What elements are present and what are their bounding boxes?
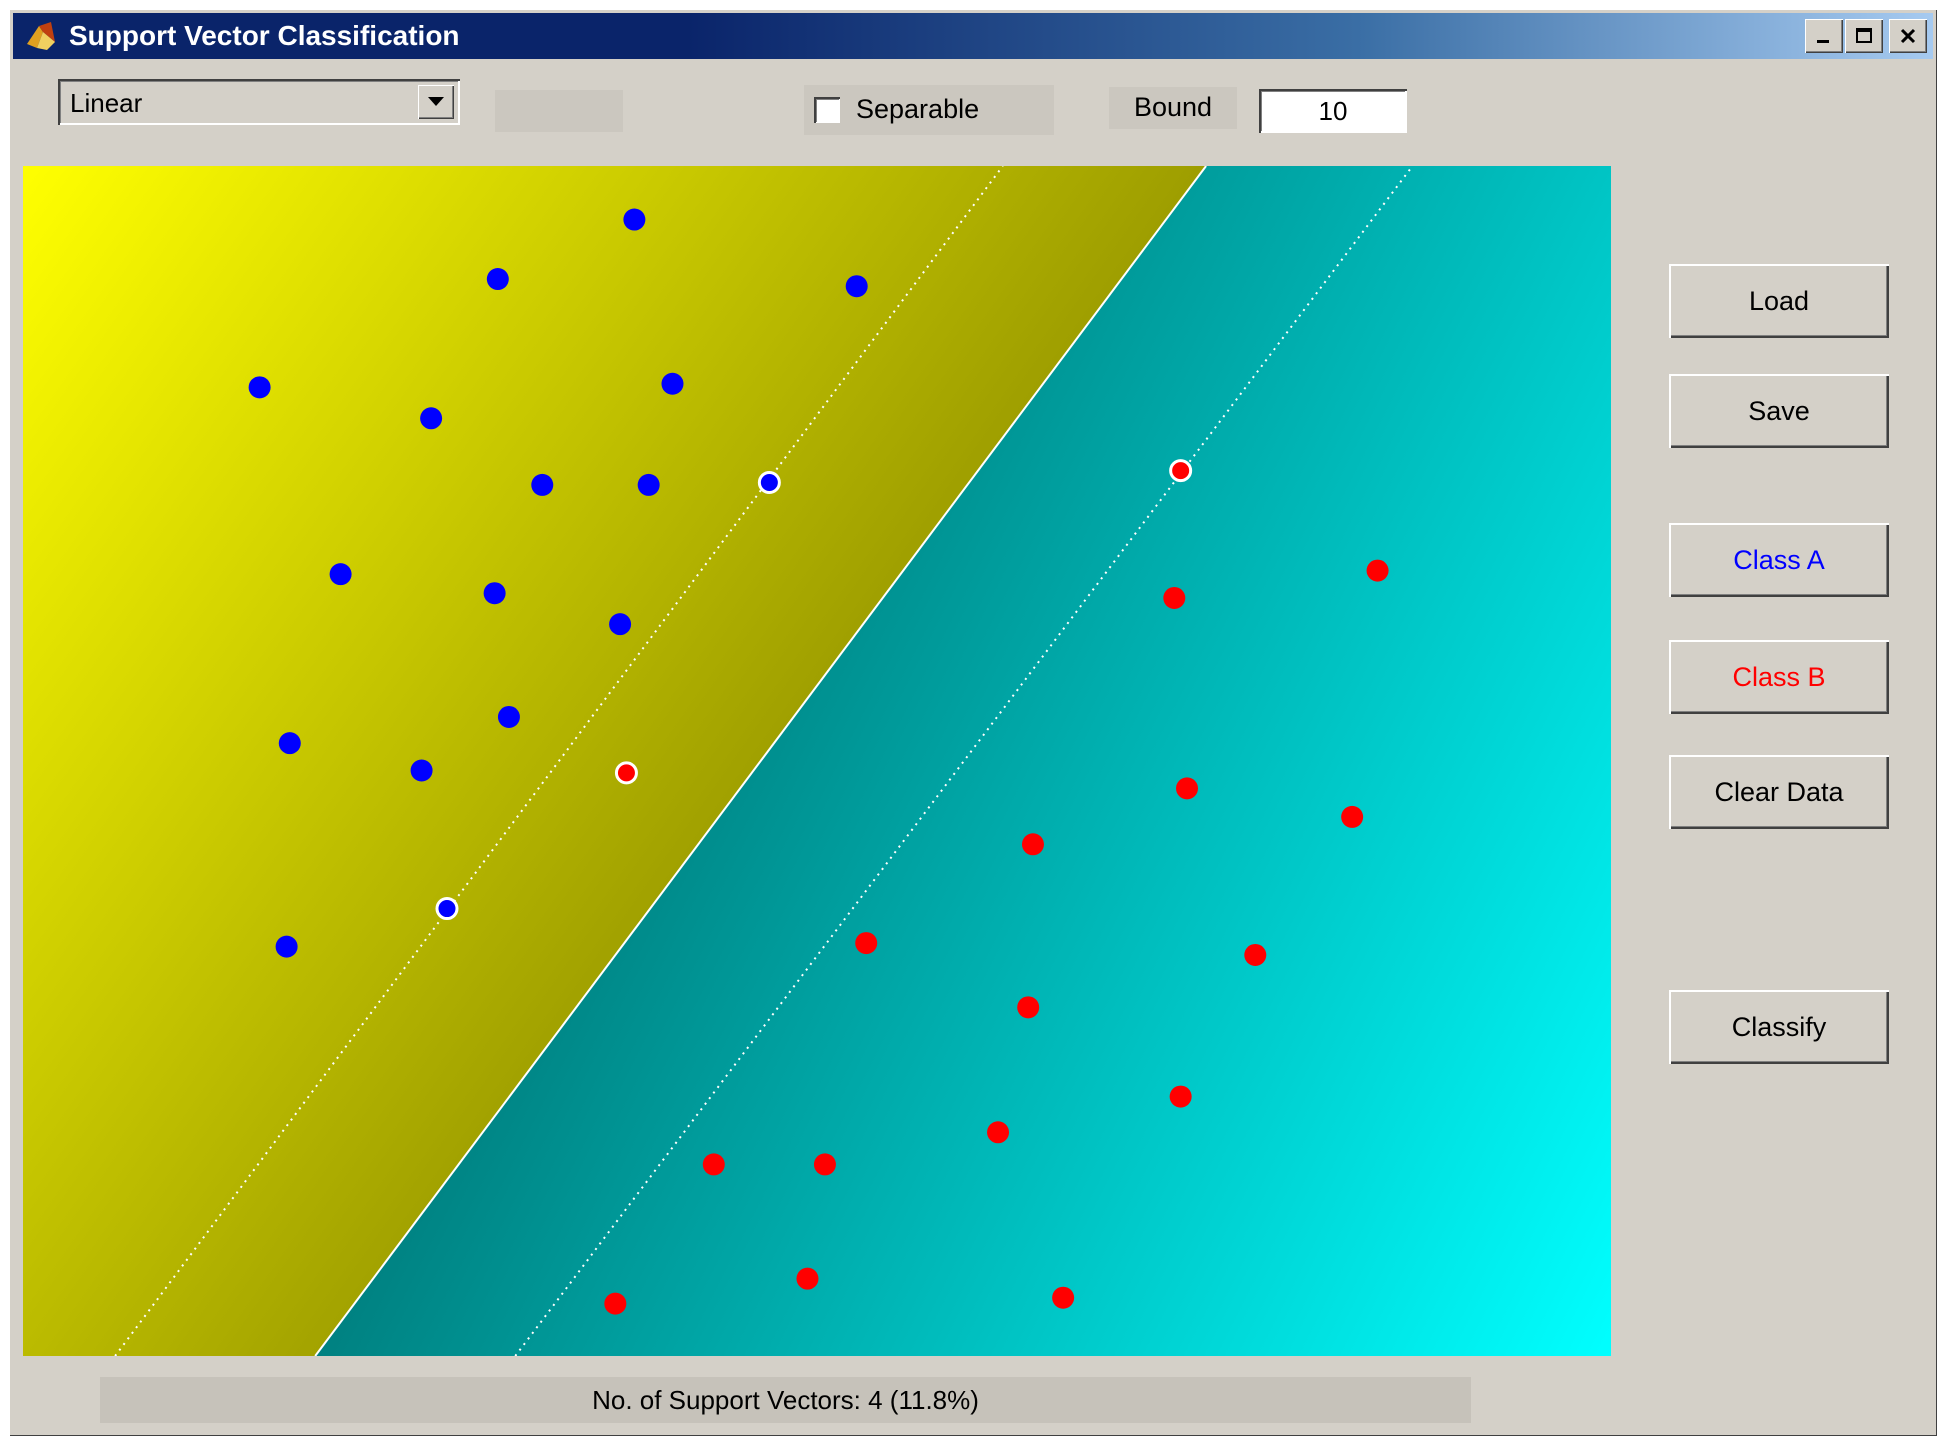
- class-b-point-3[interactable]: [1176, 777, 1199, 800]
- status-bar: No. of Support Vectors: 4 (11.8%): [100, 1377, 1471, 1423]
- class-b-point-9[interactable]: [1169, 1085, 1192, 1108]
- boundary-lines: [114, 166, 1414, 1356]
- class-b-point-5[interactable]: [1021, 833, 1044, 856]
- class-b-button[interactable]: Class B: [1669, 640, 1889, 714]
- class-b-point-13[interactable]: [796, 1267, 819, 1290]
- class-a-point-8[interactable]: [637, 473, 660, 496]
- separable-checkbox[interactable]: [814, 97, 840, 123]
- maximize-icon: [1856, 28, 1872, 43]
- kernel-select[interactable]: Linear: [58, 79, 460, 125]
- class-b-point-10[interactable]: [987, 1121, 1010, 1144]
- class-a-point-5[interactable]: [420, 407, 443, 430]
- class-a-point-13[interactable]: [278, 732, 301, 755]
- class-b-point-4[interactable]: [1341, 805, 1364, 828]
- minimize-button[interactable]: [1805, 19, 1843, 53]
- data-points: [248, 208, 1389, 1315]
- class-b-point-7[interactable]: [1244, 943, 1267, 966]
- close-button[interactable]: [1889, 19, 1927, 53]
- class-a-point-11[interactable]: [609, 613, 632, 636]
- dropdown-arrow-icon: [428, 97, 444, 106]
- kernel-select-arrow[interactable]: [418, 85, 454, 119]
- margin-line-1: [114, 166, 1004, 1356]
- class-b-region: [315, 166, 1611, 1356]
- kernel-select-value: Linear: [70, 88, 143, 118]
- load-button[interactable]: Load: [1669, 264, 1889, 338]
- class-a-point-4[interactable]: [248, 376, 271, 399]
- class-b-point-11[interactable]: [702, 1153, 725, 1176]
- support-vector-point-2[interactable]: [435, 897, 459, 921]
- matlab-logo-icon: [27, 22, 55, 50]
- bound-label: Bound: [1133, 92, 1213, 122]
- class-a-region: [23, 166, 1206, 1356]
- class-b-point-6[interactable]: [855, 932, 878, 955]
- class-b-point-12[interactable]: [813, 1153, 836, 1176]
- class-b-point-2[interactable]: [1366, 559, 1389, 582]
- clear-data-button[interactable]: Clear Data: [1669, 755, 1889, 829]
- class-a-point-2[interactable]: [486, 268, 509, 291]
- class-a-point-3[interactable]: [845, 275, 868, 298]
- class-b-point-15[interactable]: [1052, 1286, 1075, 1309]
- class-b-point-8[interactable]: [1017, 996, 1040, 1019]
- class-b-point-1[interactable]: [1163, 586, 1186, 609]
- support-vector-point-4[interactable]: [614, 761, 638, 785]
- bound-label-box: Bound: [1109, 87, 1237, 129]
- separable-control[interactable]: Separable: [804, 85, 1054, 135]
- classify-button[interactable]: Classify: [1669, 990, 1889, 1064]
- app-window: Support Vector Classification Linear Sep…: [9, 9, 1937, 1436]
- class-a-point-7[interactable]: [531, 473, 554, 496]
- class-b-point-14[interactable]: [604, 1292, 627, 1315]
- class-a-point-12[interactable]: [497, 705, 520, 728]
- window-title: Support Vector Classification: [69, 20, 460, 51]
- class-a-point-14[interactable]: [410, 759, 433, 782]
- classification-plot[interactable]: [23, 166, 1611, 1356]
- bound-input[interactable]: 10: [1259, 89, 1407, 133]
- class-a-point-10[interactable]: [483, 582, 506, 605]
- save-button[interactable]: Save: [1669, 374, 1889, 448]
- kernel-parameter-panel: [495, 90, 623, 132]
- title-bar[interactable]: Support Vector Classification: [13, 13, 1933, 59]
- class-a-point-9[interactable]: [329, 563, 352, 586]
- class-a-button[interactable]: Class A: [1669, 523, 1889, 597]
- class-a-point-15[interactable]: [275, 935, 298, 958]
- class-a-point-6[interactable]: [661, 372, 684, 395]
- minimize-icon: [1817, 40, 1829, 43]
- close-icon: [1900, 28, 1916, 44]
- maximize-button[interactable]: [1845, 19, 1883, 53]
- class-a-point-1[interactable]: [623, 208, 646, 231]
- decision-regions: [23, 166, 1611, 1356]
- support-vector-point-3[interactable]: [1169, 459, 1193, 483]
- support-vector-point-1[interactable]: [757, 471, 781, 495]
- separable-label: Separable: [856, 94, 980, 124]
- decision-boundary-line: [314, 166, 1207, 1356]
